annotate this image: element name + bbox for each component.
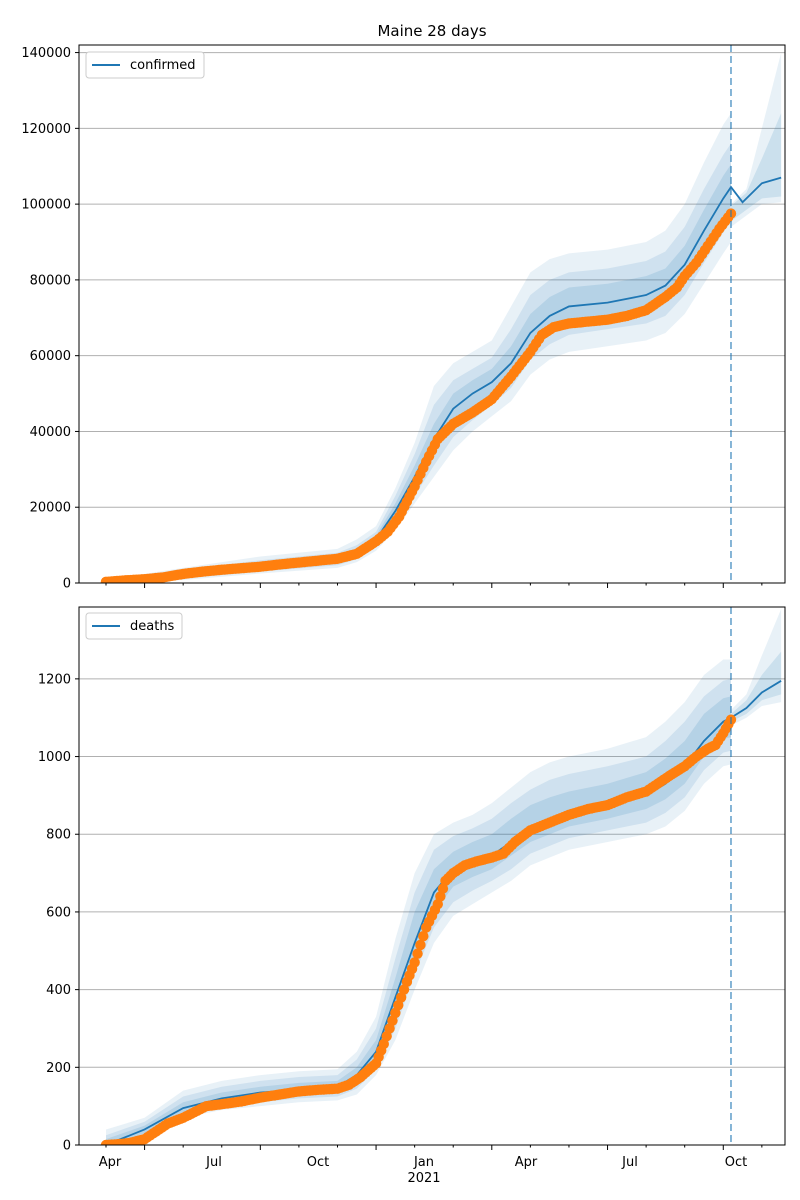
x-tick-label-0: Apr: [99, 1155, 122, 1170]
observed-point-114: [415, 939, 426, 951]
chart-title: Maine 28 days: [377, 22, 486, 40]
y-tick-label-6: 1200: [38, 672, 71, 687]
legend-confirmed-label: confirmed: [130, 58, 196, 73]
x-year-label: 2021: [407, 1171, 440, 1186]
x-tick-label-4: Apr: [515, 1155, 538, 1170]
y-tick-label-2: 400: [46, 983, 71, 998]
axes-frame: [78, 44, 786, 584]
confirmed-plot: 0 20000 40000 60000 80000 100000 120000 140000: [21, 44, 786, 592]
observed-point-112: [409, 957, 420, 968]
axes-frame: [78, 606, 786, 1146]
y-tick-label-6: 120000: [21, 122, 71, 137]
y-tick-label-1: 200: [46, 1061, 71, 1076]
observed-point-115: [418, 931, 429, 942]
x-tick-label-6: Oct: [725, 1155, 747, 1170]
y-tick-label-3: 60000: [30, 349, 71, 364]
y-tick-label-0: 0: [63, 577, 71, 592]
y-tick-label-2: 40000: [30, 425, 71, 440]
y-tick-label-1: 20000: [30, 501, 71, 516]
x-tick-label-2: Oct: [307, 1155, 329, 1170]
y-tick-label-5: 100000: [21, 198, 71, 213]
confidence-band-1: [106, 678, 731, 1145]
forecast-band-1: [730, 113, 782, 222]
deaths-plot: 0 200 400 600 800 1000 1200 Apr Jul Oct Jan Apr Jul O…: [38, 606, 786, 1170]
plot-area: [79, 45, 785, 583]
y-tick-label-0: 0: [63, 1139, 71, 1154]
y-tick-label-4: 800: [46, 828, 71, 843]
legend-deaths[interactable]: deaths: [85, 612, 183, 640]
y-tick-label-5: 1000: [38, 750, 71, 765]
y-tick-label-4: 80000: [30, 273, 71, 288]
legend-confirmed[interactable]: confirmed: [85, 51, 205, 79]
x-tick-label-5: Jul: [621, 1155, 638, 1170]
plot-area: [79, 607, 785, 1145]
confidence-band-0: [106, 659, 731, 1145]
observed-point-113: [412, 948, 423, 959]
x-tick-label-3: Jan: [413, 1155, 434, 1170]
y-tick-label-7: 140000: [21, 46, 71, 61]
forecast-band-0: [730, 608, 782, 726]
y-tick-label-3: 600: [46, 905, 71, 920]
forecast-band-1: [730, 651, 782, 722]
x-tick-label-1: Jul: [205, 1155, 222, 1170]
forecast-band-0: [730, 52, 782, 227]
legend-deaths-label: deaths: [130, 619, 175, 634]
